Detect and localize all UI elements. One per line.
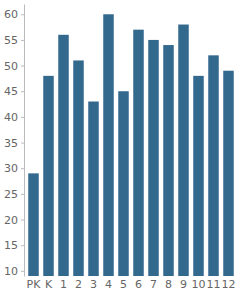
x-tick-label: 1 xyxy=(60,278,67,291)
bar xyxy=(223,71,234,276)
y-tick-label: 50 xyxy=(4,60,18,73)
x-tick-label: 5 xyxy=(120,278,127,291)
x-tick: 3 xyxy=(90,278,97,291)
bar xyxy=(193,76,204,276)
y-tick-mark xyxy=(21,271,24,272)
y-tick-mark xyxy=(21,194,24,195)
y-tick: 40 xyxy=(4,111,24,124)
x-tick: 12 xyxy=(222,278,236,291)
y-tick-label: 15 xyxy=(4,239,18,252)
bar xyxy=(73,60,84,276)
y-tick: 30 xyxy=(4,162,24,175)
x-tick-label: 9 xyxy=(180,278,187,291)
bar xyxy=(178,25,189,276)
bar xyxy=(163,45,174,276)
y-tick-mark xyxy=(21,117,24,118)
bar xyxy=(88,102,99,276)
y-tick: 25 xyxy=(4,188,24,201)
x-tick-label: 10 xyxy=(192,278,206,291)
bar xyxy=(208,55,219,276)
y-tick: 10 xyxy=(4,265,24,278)
x-tick-label: PK xyxy=(27,278,42,291)
x-tick-label: 3 xyxy=(90,278,97,291)
y-tick-label: 40 xyxy=(4,111,18,124)
x-tick-label: 4 xyxy=(105,278,112,291)
x-tick-label: K xyxy=(45,278,53,291)
x-tick: 10 xyxy=(192,278,206,291)
x-tick-label: 12 xyxy=(222,278,236,291)
x-tick: 7 xyxy=(150,278,157,291)
bar xyxy=(28,173,39,276)
x-tick: PK xyxy=(27,278,42,291)
x-tick-label: 8 xyxy=(165,278,172,291)
y-tick-label: 10 xyxy=(4,265,18,278)
x-tick-label: 2 xyxy=(75,278,82,291)
bar xyxy=(118,91,129,276)
y-tick-label: 25 xyxy=(4,188,18,201)
x-tick: K xyxy=(45,278,53,291)
x-tick: 8 xyxy=(165,278,172,291)
bar xyxy=(58,35,69,276)
bar xyxy=(43,76,54,276)
y-tick-label: 20 xyxy=(4,214,18,227)
x-tick-label: 6 xyxy=(135,278,142,291)
y-tick-mark xyxy=(21,245,24,246)
x-tick-label: 11 xyxy=(207,278,221,291)
y-tick: 15 xyxy=(4,239,24,252)
y-axis: 10 15 20 25 30 35 40 45 50 55 60 xyxy=(4,5,25,278)
bar xyxy=(148,40,159,276)
bar xyxy=(103,14,114,276)
y-tick-mark xyxy=(21,91,24,92)
x-tick: 9 xyxy=(180,278,187,291)
y-tick-label: 55 xyxy=(4,34,18,47)
x-tick: 1 xyxy=(60,278,67,291)
chart: 1015202530354045505560PKK123456789101112 xyxy=(0,0,240,296)
x-tick: 5 xyxy=(120,278,127,291)
y-tick: 50 xyxy=(4,60,24,73)
y-tick: 20 xyxy=(4,214,24,227)
x-axis: PKK123456789101112 xyxy=(27,278,236,291)
x-tick-label: 7 xyxy=(150,278,157,291)
y-tick: 45 xyxy=(4,85,24,98)
y-tick: 60 xyxy=(4,8,24,21)
y-tick-mark xyxy=(21,220,24,221)
x-tick: 11 xyxy=(207,278,221,291)
y-tick-label: 60 xyxy=(4,8,18,21)
y-tick-mark xyxy=(21,168,24,169)
bars xyxy=(28,14,234,276)
bar xyxy=(133,30,144,276)
x-tick: 6 xyxy=(135,278,142,291)
x-tick: 4 xyxy=(105,278,112,291)
y-tick-label: 30 xyxy=(4,162,18,175)
y-tick-label: 45 xyxy=(4,85,18,98)
x-tick: 2 xyxy=(75,278,82,291)
y-tick-mark xyxy=(21,143,24,144)
y-tick-mark xyxy=(21,40,24,41)
y-axis-line xyxy=(24,5,25,277)
y-tick-label: 35 xyxy=(4,137,18,150)
y-tick: 55 xyxy=(4,34,24,47)
y-tick-mark xyxy=(21,14,24,15)
y-tick-mark xyxy=(21,66,24,67)
y-tick: 35 xyxy=(4,137,24,150)
